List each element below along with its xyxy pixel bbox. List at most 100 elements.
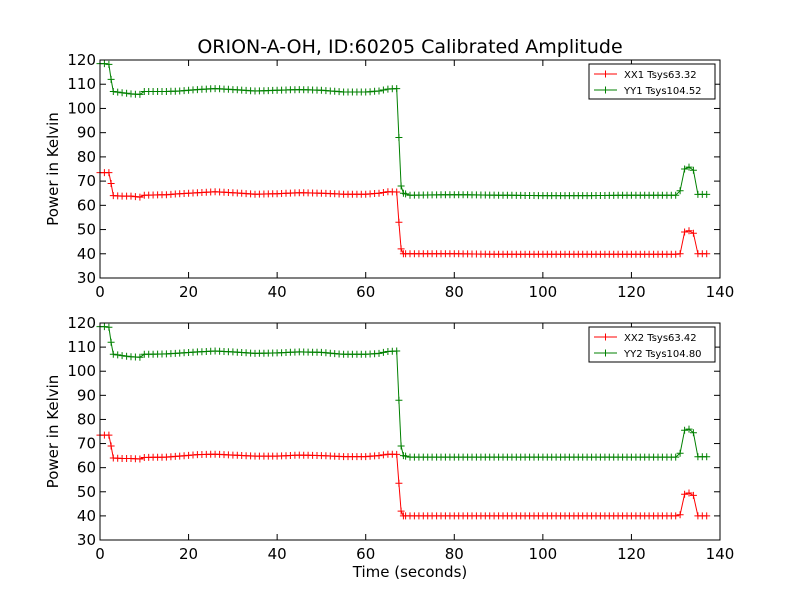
y-tick-label: 50: [77, 221, 96, 239]
data-point: [672, 453, 680, 461]
y-tick-label: 80: [77, 148, 96, 166]
y-tick-label: 60: [77, 459, 96, 477]
data-point: [118, 89, 126, 97]
y-tick-label: 110: [67, 75, 96, 93]
data-point: [136, 455, 144, 463]
x-tick-label: 100: [529, 545, 558, 563]
y-axis-label: Power in Kelvin: [44, 375, 62, 489]
data-point: [703, 250, 711, 258]
data-point: [399, 452, 407, 460]
data-point: [105, 323, 113, 331]
data-point: [397, 245, 405, 253]
chart-title: ORION-A-OH, ID:60205 Calibrated Amplitud…: [197, 36, 622, 58]
data-point: [136, 193, 144, 201]
data-point: [399, 250, 407, 258]
legend-marker: [602, 86, 609, 94]
data-point: [100, 60, 108, 68]
y-tick-label: 30: [77, 531, 96, 549]
series-line: [100, 434, 707, 517]
y-tick-label: 70: [77, 435, 96, 453]
legend-box: [588, 326, 716, 363]
x-tick-label: 120: [617, 545, 646, 563]
data-point: [375, 189, 383, 197]
data-point: [375, 452, 383, 460]
data-point: [676, 250, 684, 258]
x-tick-label: 20: [179, 283, 198, 301]
data-point: [681, 165, 689, 173]
data-point: [399, 512, 407, 520]
data-point: [107, 338, 115, 346]
x-axis-label: Time (seconds): [352, 563, 468, 581]
y-tick-label: 80: [77, 410, 96, 428]
series-line: [100, 172, 707, 255]
data-point: [399, 189, 407, 197]
x-tick-label: 0: [95, 545, 105, 563]
legend: XX1 Tsys63.32 YY1 Tsys104.52: [588, 63, 716, 100]
data-point: [379, 189, 387, 196]
series-yy1: [96, 60, 711, 200]
data-point: [676, 511, 684, 519]
data-point: [689, 166, 697, 174]
data-point: [107, 442, 115, 450]
legend-label: XX2 Tsys63.42: [624, 333, 697, 344]
data-point: [379, 348, 387, 356]
plot-frame: [99, 59, 721, 279]
data-point: [123, 352, 131, 360]
x-tick-label: 40: [268, 283, 287, 301]
data-point: [105, 169, 113, 177]
data-point: [136, 353, 144, 361]
data-point: [393, 347, 401, 355]
data-point: [114, 88, 122, 96]
series-xx2: [96, 431, 711, 520]
x-tick-label: 80: [445, 545, 464, 563]
legend-marker: [602, 333, 609, 341]
legend-marker: [602, 70, 609, 78]
x-tick-label: 0: [95, 283, 105, 301]
data-point: [676, 187, 684, 195]
data-point: [681, 426, 689, 434]
data-point: [118, 352, 126, 360]
legend: XX2 Tsys63.42 YY2 Tsys104.80: [588, 326, 716, 363]
data-point: [395, 134, 403, 141]
data-point: [107, 75, 115, 83]
data-point: [123, 89, 131, 97]
x-tick-label: 140: [706, 545, 735, 563]
chart-panel-2: 0 20 40 60 80 100 120 140 30 40 50 60 70 80 90 100 110 12…: [44, 314, 734, 581]
data-point: [109, 350, 117, 358]
y-tick-label: 90: [77, 386, 96, 404]
x-tick-label: 60: [356, 283, 375, 301]
x-tick-label: 20: [179, 545, 198, 563]
data-point: [393, 188, 401, 196]
legend-label: YY1 Tsys104.52: [623, 86, 702, 97]
y-tick-label: 60: [77, 196, 96, 214]
y-axis-label: Power in Kelvin: [44, 112, 62, 226]
y-tick-label: 100: [67, 99, 96, 117]
data-point: [676, 449, 684, 457]
x-tick-label: 60: [356, 545, 375, 563]
data-point: [379, 451, 387, 459]
data-point: [689, 491, 697, 499]
x-tick-label: 80: [445, 283, 464, 301]
y-tick-label: 40: [77, 245, 96, 263]
data-point: [685, 227, 693, 235]
series-yy2: [96, 323, 711, 461]
data-point: [672, 191, 680, 199]
legend-marker: [602, 349, 609, 357]
data-point: [703, 453, 711, 461]
data-point: [395, 396, 403, 404]
data-point: [379, 86, 387, 94]
data-point: [397, 442, 405, 450]
data-point: [393, 450, 401, 458]
data-point: [109, 88, 117, 95]
data-point: [681, 228, 689, 236]
data-point: [685, 163, 693, 171]
y-tick-label: 70: [77, 172, 96, 190]
data-point: [375, 87, 383, 95]
plot-frame: [99, 322, 721, 541]
y-tick-label: 120: [67, 314, 96, 332]
legend-box: [588, 63, 716, 100]
legend-label: YY2 Tsys104.80: [623, 349, 702, 360]
data-point: [672, 512, 680, 520]
chart-panel-1: 0 20 40 60 80 100 120 140 30 40 50 60 70 80 90 100 110 12…: [44, 51, 734, 301]
